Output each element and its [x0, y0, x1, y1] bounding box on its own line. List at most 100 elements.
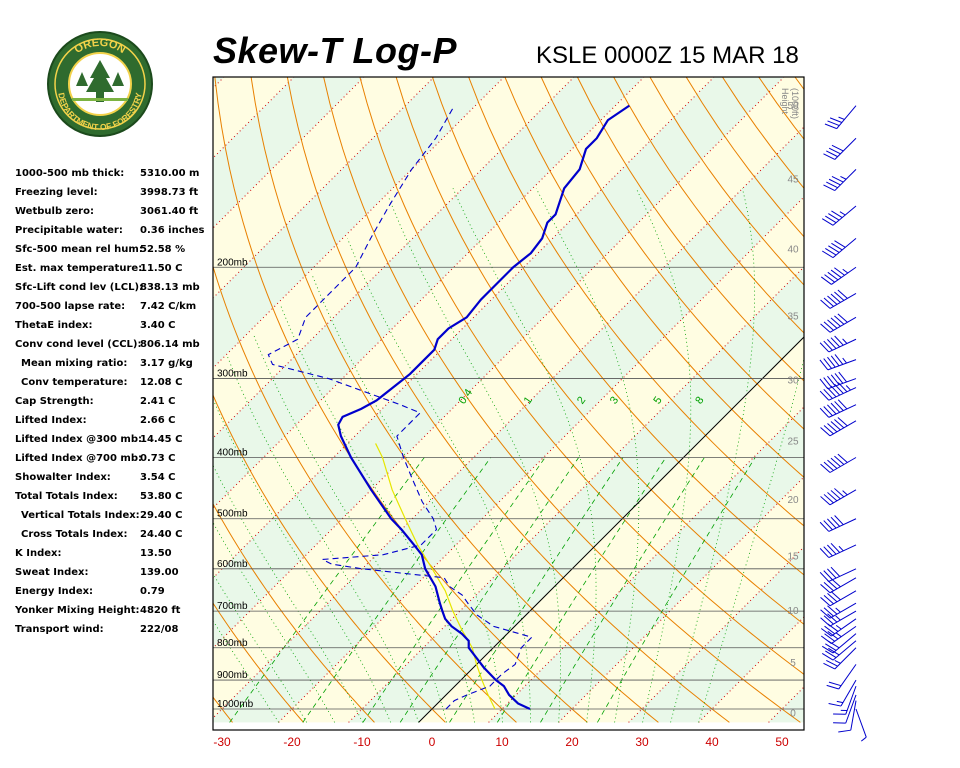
wind-barb-flag: [831, 210, 843, 219]
wind-barb-staff: [832, 640, 857, 661]
wind-barb-half-flag: [842, 357, 847, 364]
isotherm-band: [278, 197, 804, 723]
wind-barb: [828, 679, 857, 707]
height-tick-label: 20: [787, 495, 799, 506]
isotherm-band: [698, 616, 804, 723]
wind-barb-flag: [823, 546, 833, 557]
stat-label: Lifted Index:: [15, 415, 87, 426]
logo-text-top: OREGON: [72, 37, 127, 56]
wind-barb-flag: [828, 703, 842, 707]
wind-barb-half-flag: [835, 615, 841, 621]
stat-label: Transport wind:: [15, 624, 104, 635]
wind-barb-staff: [834, 137, 857, 160]
stat-value: 52.58 %: [140, 244, 186, 255]
stat-value: 3.54 C: [140, 472, 176, 483]
wind-barb-staff: [845, 694, 857, 724]
wind-barb-staff: [829, 590, 857, 607]
mixing-ratio-line: [496, 457, 667, 723]
stat-value: 53.80 C: [140, 491, 183, 502]
dry-adiabat: [468, 77, 804, 527]
wind-barb-flag: [827, 592, 838, 603]
pressure-label: 300mb: [217, 369, 248, 380]
stat-label: 1000-500 mb thick:: [15, 168, 125, 179]
moist-adiabat: [347, 238, 532, 723]
wind-barb: [823, 647, 857, 670]
wind-barb-flag: [826, 660, 838, 667]
wind-barb-flag: [827, 387, 837, 398]
mixing-ratio-line: [229, 457, 425, 723]
wind-barb-flag: [820, 299, 831, 309]
isotherm-band: [839, 48, 960, 722]
wind-barb: [820, 602, 857, 619]
x-tick-label: 10: [495, 735, 509, 749]
wind-barb: [820, 577, 857, 594]
wind-barb-flag: [823, 153, 836, 160]
stat-value: 838.13 mb: [140, 282, 200, 293]
wind-barb-staff: [829, 292, 857, 309]
wind-barb-flag: [834, 419, 845, 429]
stat-value: 3998.73 ft: [140, 187, 199, 198]
mixing-ratio-label: 2: [575, 395, 588, 407]
wind-barb-flag: [838, 371, 847, 383]
isotherm-line: [213, 126, 804, 719]
wind-barb-flag: [830, 374, 840, 386]
wind-barb: [820, 417, 857, 437]
wind-barb-flag: [820, 635, 832, 644]
wind-barb-flag: [821, 645, 834, 654]
isotherm-line: [213, 77, 715, 579]
wind-barb-staff: [829, 602, 857, 619]
wind-barb-flag: [834, 488, 845, 498]
wind-barb-flag: [827, 319, 838, 329]
mixing-ratio-line: [449, 457, 624, 723]
stat-label: 700-500 lapse rate:: [15, 301, 126, 312]
stat-value: 3.40 C: [140, 320, 176, 331]
dry-adiabat: [213, 264, 517, 723]
wind-barb-flag: [823, 184, 836, 192]
wind-barb: [824, 105, 857, 130]
wind-barb-flag: [819, 359, 829, 371]
wind-barb: [819, 515, 857, 532]
wind-barb-half-flag: [842, 338, 848, 344]
moist-adiabat: [388, 197, 561, 723]
mixing-ratio-line: [540, 457, 705, 723]
mixing-ratio-label: 8: [693, 395, 706, 407]
wind-barb: [819, 566, 857, 582]
stat-label: Wetbulb zero:: [15, 206, 94, 217]
wind-barb-flag: [827, 295, 838, 305]
wind-barb-flag: [830, 355, 840, 367]
stat-label: Precipitable water:: [15, 225, 123, 236]
wind-barb-half-flag: [838, 116, 845, 120]
mixing-ratio-label: 1: [522, 395, 535, 407]
wind-barb-half-flag: [835, 632, 842, 638]
dry-adiabat: [504, 77, 804, 479]
wind-barb: [820, 289, 857, 309]
height-axis-label: Height: [780, 88, 790, 115]
svg-text:OREGON: OREGON: [72, 37, 127, 56]
wind-barb-flag: [827, 120, 840, 127]
chart-title: Skew-T Log-P: [213, 30, 458, 71]
wind-barb-staff: [832, 633, 857, 654]
wind-barb-flag: [823, 406, 833, 417]
stat-label: Conv cond level (CCL):: [15, 339, 142, 350]
height-tick-label: 45: [787, 174, 799, 185]
stat-label: Est. max temperature:: [15, 263, 143, 274]
height-tick-label: 15: [787, 552, 799, 563]
wind-barb-half-flag: [840, 175, 847, 180]
wind-barb-staff: [850, 700, 857, 731]
stat-value: 3061.40 ft: [140, 206, 199, 217]
stat-value: 806.14 mb: [140, 339, 200, 350]
wind-barb-staff: [855, 708, 867, 738]
wind-barb-staff: [827, 359, 857, 371]
wind-barb-flag: [828, 213, 840, 221]
wind-barb-flag: [825, 247, 837, 256]
stat-value: 2.41 C: [140, 396, 176, 407]
wind-barb: [819, 542, 857, 559]
wind-barb-flag: [828, 147, 841, 155]
dry-adiabat: [213, 502, 375, 723]
wind-barb-flag: [819, 342, 830, 353]
wind-barb-flag: [823, 662, 836, 670]
wind-barb-staff: [836, 105, 857, 129]
wind-barb-flag: [827, 356, 836, 368]
wind-barb-staff: [828, 544, 857, 559]
wind-barb-flag: [819, 390, 830, 401]
